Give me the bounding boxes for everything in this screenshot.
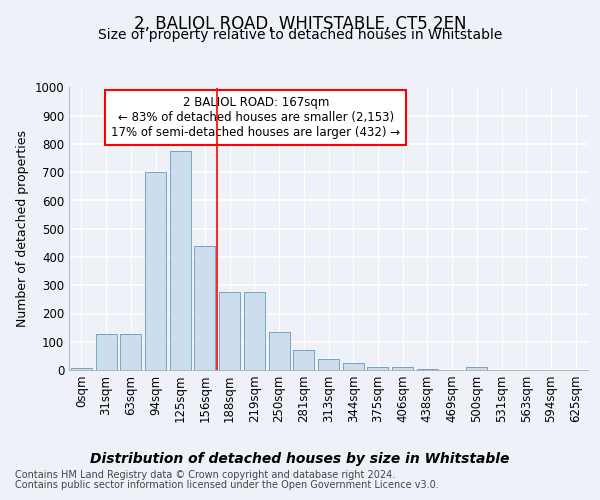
Text: Contains public sector information licensed under the Open Government Licence v3: Contains public sector information licen… (15, 480, 439, 490)
Bar (293, 350, 314, 370)
Text: Contains HM Land Registry data © Crown copyright and database right 2024.: Contains HM Land Registry data © Crown c… (15, 470, 395, 480)
Bar (71, 368, 92, 370)
Bar (466, 367, 487, 370)
Bar (367, 366, 388, 370)
Bar (219, 292, 240, 370)
Bar (244, 292, 265, 370)
Bar (343, 363, 364, 370)
Text: 2 BALIOL ROAD: 167sqm
← 83% of detached houses are smaller (2,153)
17% of semi-d: 2 BALIOL ROAD: 167sqm ← 83% of detached … (111, 96, 400, 139)
Bar (417, 368, 438, 370)
Bar (170, 151, 191, 370)
Text: 2, BALIOL ROAD, WHITSTABLE, CT5 2EN: 2, BALIOL ROAD, WHITSTABLE, CT5 2EN (134, 15, 466, 33)
Y-axis label: Number of detached properties: Number of detached properties (16, 130, 29, 327)
Bar (120, 334, 141, 370)
Text: Distribution of detached houses by size in Whitstable: Distribution of detached houses by size … (91, 452, 509, 466)
Text: Size of property relative to detached houses in Whitstable: Size of property relative to detached ho… (98, 28, 502, 42)
Bar (145, 172, 166, 370)
Bar (318, 358, 339, 370)
Bar (392, 366, 413, 370)
Bar (95, 334, 116, 370)
Bar (194, 246, 215, 370)
Bar (269, 332, 290, 370)
